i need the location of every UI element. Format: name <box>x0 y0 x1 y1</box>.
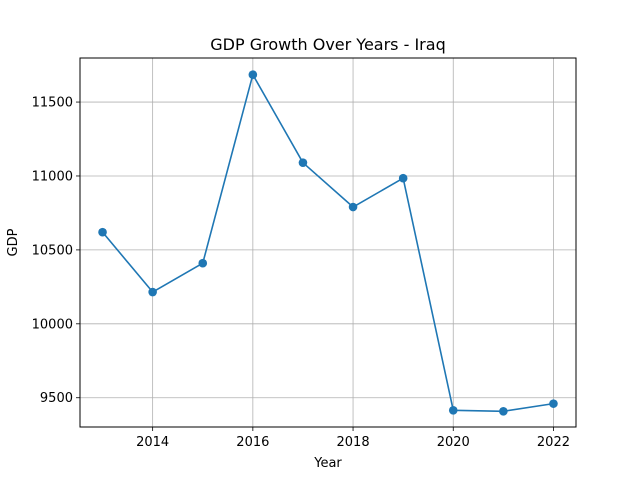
data-point-marker <box>549 399 558 408</box>
x-tick-label: 2016 <box>236 435 269 450</box>
data-point-marker <box>348 202 358 212</box>
data-point-marker <box>148 287 157 297</box>
data-point-marker <box>248 70 258 80</box>
y-tick-label: 9500 <box>40 391 73 406</box>
data-point-marker <box>298 158 308 167</box>
plot-frame <box>79 57 577 428</box>
y-tick-label: 10500 <box>32 243 73 258</box>
data-point-marker <box>98 227 107 237</box>
data-point-marker <box>499 407 508 416</box>
grid <box>80 58 576 427</box>
ticks: 2014 2016 2018 2020 2022 9500 10000 10500 11000 1… <box>32 96 570 450</box>
series <box>98 70 558 416</box>
y-tick-label: 11000 <box>32 169 73 184</box>
gdp-series-line <box>101 73 554 413</box>
y-axis-label: GDP <box>6 228 21 256</box>
x-tick-label: 2018 <box>337 435 370 450</box>
data-point-marker <box>448 405 458 415</box>
x-axis-label: Year <box>313 456 342 471</box>
x-tick-label: 2020 <box>437 435 470 450</box>
x-tick-label: 2014 <box>136 435 169 450</box>
y-tick-label: 11500 <box>32 96 73 111</box>
chart-title: GDP Growth Over Years - Iraq <box>210 35 445 54</box>
data-point-marker <box>198 258 208 268</box>
y-tick-label: 10000 <box>32 317 73 332</box>
x-tick-label: 2022 <box>537 435 570 450</box>
data-point-marker <box>398 173 408 183</box>
